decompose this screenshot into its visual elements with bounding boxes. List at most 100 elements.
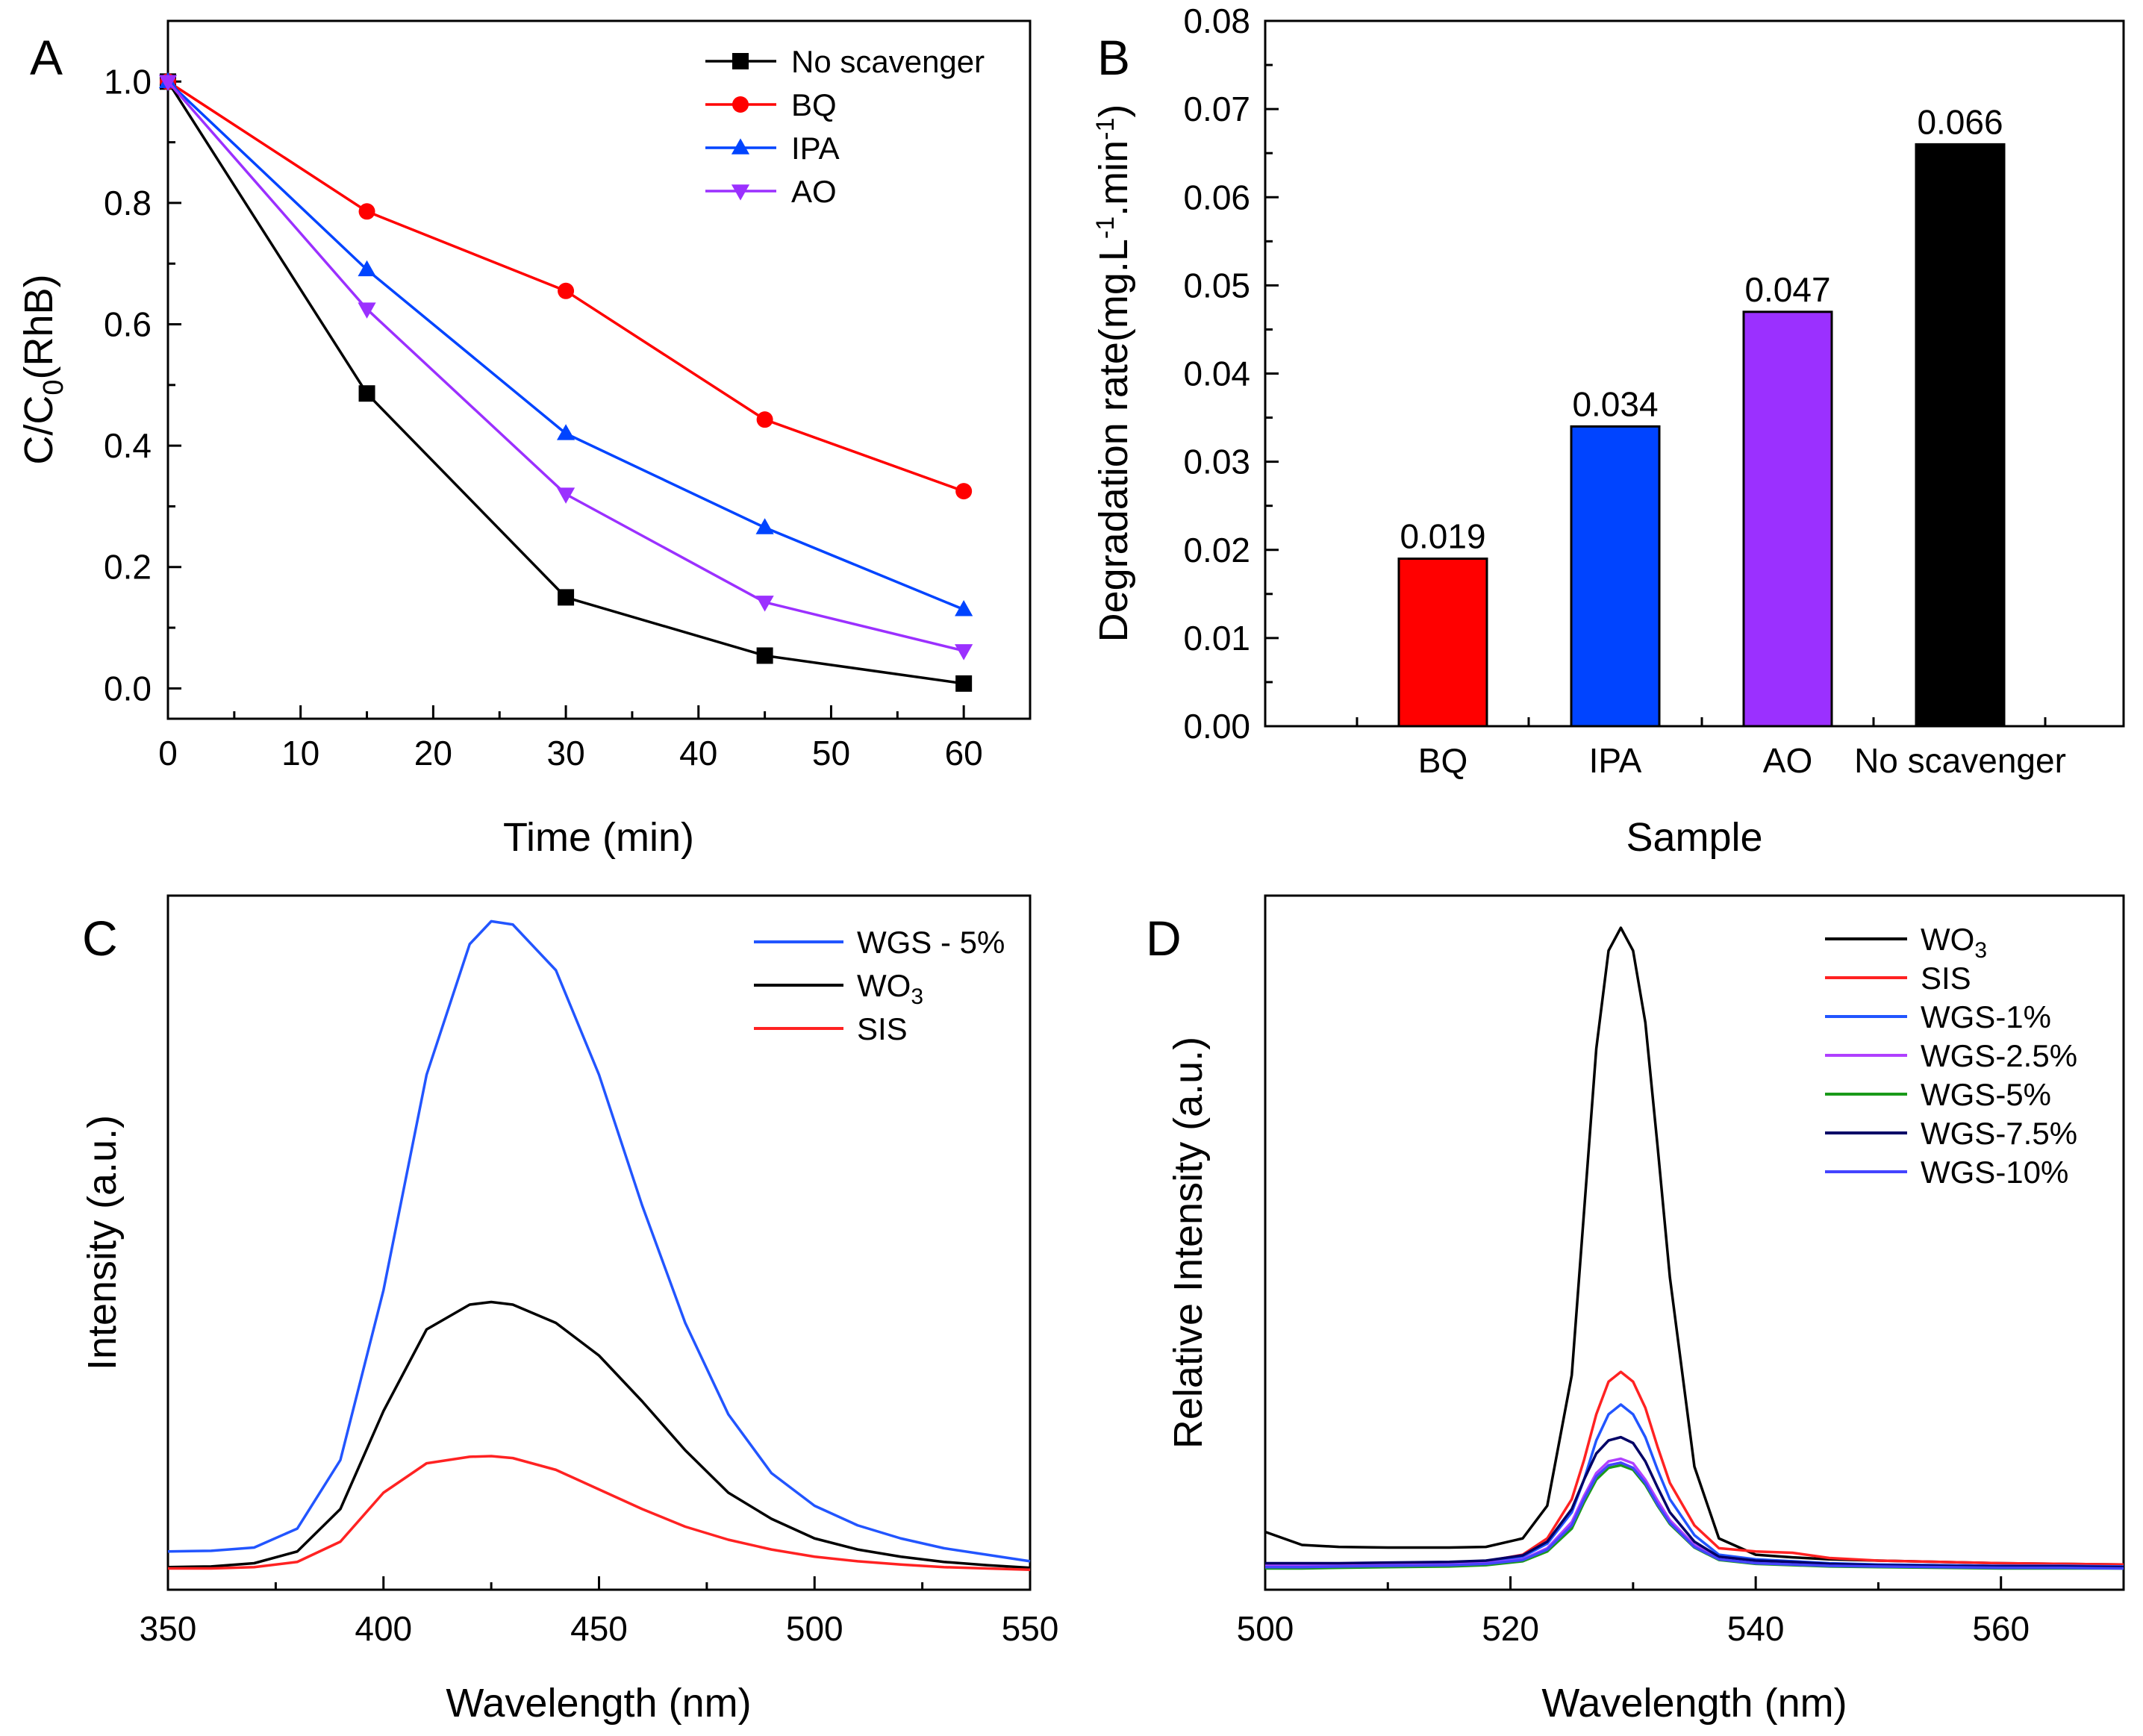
y-tick-label-b: 0.07 [1183, 90, 1250, 128]
legend-label-ao: AO [791, 174, 837, 209]
x-tick-label-a: 50 [812, 734, 850, 772]
data-point-ao [755, 596, 774, 612]
x-tick-label-bq: BQ [1418, 741, 1467, 780]
y-tick-label-b: 0.04 [1183, 355, 1250, 393]
panel-d-marks [1264, 926, 2124, 1570]
y-tick-label-a: 0.6 [104, 305, 152, 344]
bar-value-label-bq: 0.019 [1400, 517, 1485, 556]
data-point-ao [158, 75, 178, 91]
panel-a-ylabel-sub: 0 [38, 379, 69, 395]
x-tick-label-no-scavenger: No scavenger [1854, 741, 2066, 780]
panel-a-marks [158, 72, 973, 692]
x-tick-label: 550 [1002, 1609, 1059, 1648]
x-tick-label-a: 60 [945, 734, 983, 772]
panel-a-ticks: 0 10 20 30 40 50 60 0.0 0.2 0.4 0.6 0.8 1.0 [104, 62, 983, 772]
legend-label-wgs-1: WGS-1% [1921, 999, 2051, 1034]
bar-no-scavenger [1915, 143, 2006, 728]
legend-marker-ipa [731, 138, 750, 154]
panel-d-xlabel: Wavelength (nm) [1541, 1681, 1847, 1726]
y-tick-label-a: 0.4 [104, 426, 152, 465]
panel-b-ylabel-main: Degradation rate(mg.L [1091, 239, 1136, 642]
panel-c-letter: C [82, 911, 118, 966]
data-point-bq [756, 411, 773, 428]
x-tick-label: 450 [570, 1609, 628, 1648]
legend-label-wo3: WO3 [857, 968, 923, 1009]
panel-d-letter: D [1146, 911, 1182, 966]
legend-marker-bq [732, 96, 749, 113]
x-tick-label-a: 30 [546, 734, 584, 772]
series-line-wgs-5 [167, 919, 1031, 1563]
y-tick-label-b: 0.05 [1183, 266, 1250, 305]
legend-label-wo-part: WO [857, 968, 911, 1003]
x-tick-label: 350 [140, 1609, 197, 1648]
legend-label-ipa: IPA [791, 131, 840, 166]
data-point-ipa [358, 260, 376, 277]
y-tick-label-b: 0.08 [1183, 1, 1250, 40]
x-tick-label-a: 0 [158, 734, 178, 772]
x-tick-label: 520 [1482, 1609, 1539, 1648]
series-line-wgs-2-5 [1265, 1457, 2124, 1570]
panel-b-ylabel-mid: .min [1091, 140, 1136, 216]
panel-b-xlabel: Sample [1626, 815, 1762, 860]
data-point-bq [955, 483, 973, 500]
panel-d-frame [1264, 894, 2125, 1591]
data-point-bq [358, 203, 375, 220]
legend-label-wgs-10: WGS-10% [1921, 1155, 2068, 1190]
panel-d-ticks: 500 520 540 560 [1237, 1576, 2030, 1648]
series-line-sis [168, 1455, 1031, 1571]
x-tick-label: 500 [786, 1609, 843, 1648]
panel-a-xlabel: Time (min) [503, 815, 694, 860]
panel-b-ylabel-sup2: -1 [1091, 118, 1120, 140]
legend-label-wgs-2-5: WGS-2.5% [1921, 1038, 2077, 1073]
y-tick-label-a: 0.8 [104, 184, 152, 222]
y-tick-label-b: 0.00 [1183, 707, 1250, 746]
x-tick-label-ao: AO [1763, 741, 1812, 780]
panel-a-letter: A [30, 30, 63, 85]
legend-label-bq: BQ [791, 87, 837, 122]
legend-label-subscript: 3 [911, 984, 923, 1009]
x-tick-label-a: 40 [679, 734, 717, 772]
panel-c-ticks: 350 400 450 500 550 [140, 1576, 1059, 1648]
data-point-ao [955, 644, 973, 661]
data-point-bq [558, 282, 575, 299]
series-line-ao [166, 81, 964, 652]
x-tick-label: 400 [355, 1609, 412, 1648]
panel-b-ylabel-sup1: -1 [1091, 216, 1120, 239]
data-point-ipa [955, 600, 973, 616]
data-point-no-scavenger [955, 675, 973, 692]
data-point-ipa [556, 424, 575, 440]
bar-bq [1397, 558, 1488, 728]
panel-a-ylabel-main: C/C [16, 396, 61, 465]
panel-c-xlabel: Wavelength (nm) [446, 1681, 751, 1726]
legend-label-subscript: 3 [1974, 938, 1987, 963]
panel-b: B 0.00 0.01 0.02 0.03 0.04 0.05 0.06 0.07 0.08 BQ… [1091, 1, 2125, 860]
panel-b-letter: B [1097, 30, 1130, 85]
panel-d-ylabel: Relative Intensity (a.u.) [1166, 1037, 1211, 1449]
y-tick-label-b: 0.03 [1183, 443, 1250, 481]
bar-value-label-no-scavenger: 0.066 [1917, 102, 2003, 141]
panel-c-ylabel: Intensity (a.u.) [80, 1115, 125, 1370]
legend-marker-no-scavenger [732, 53, 749, 69]
y-tick-label-a: 0.2 [104, 548, 152, 587]
y-tick-label-b: 0.06 [1183, 178, 1250, 216]
legend-label-no-scavenger: No scavenger [791, 44, 985, 79]
y-tick-label-b: 0.02 [1183, 531, 1250, 569]
data-point-ao [358, 302, 376, 319]
legend-label-wo3: WO3 [1921, 922, 1987, 963]
x-tick-label-a: 20 [414, 734, 452, 772]
x-tick-label: 500 [1237, 1609, 1294, 1648]
series-line-wgs-10 [1265, 1461, 2124, 1570]
x-tick-label: 560 [1972, 1609, 2030, 1648]
legend-label-wgs-5: WGS - 5% [857, 925, 1005, 960]
y-tick-label-a: 0.0 [104, 669, 152, 708]
data-point-no-scavenger [756, 647, 773, 664]
panel-b-ylabel-tail: ) [1091, 104, 1136, 118]
panel-c-marks [167, 919, 1031, 1571]
legend-label-sis: SIS [857, 1011, 908, 1046]
bar-ipa [1570, 425, 1661, 728]
data-point-ao [556, 487, 575, 504]
